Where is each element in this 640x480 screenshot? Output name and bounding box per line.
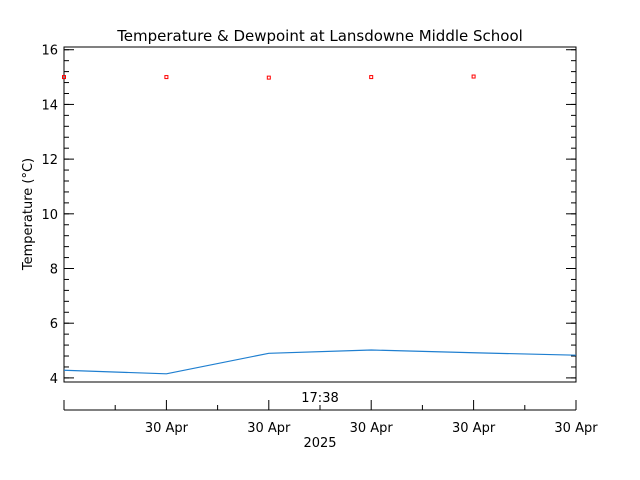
y-axis-label: Temperature (°C) <box>21 158 36 271</box>
x-tick-label: 30 Apr <box>350 421 394 436</box>
x-tick-label: 30 Apr <box>554 421 598 436</box>
y-tick-label: 12 <box>41 153 58 168</box>
plot-frame <box>63 46 577 383</box>
series-0-point <box>369 75 374 80</box>
y-tick-label: 16 <box>41 44 58 59</box>
x-tick-label: 30 Apr <box>452 421 496 436</box>
series-0-point <box>62 75 66 80</box>
y-tick-label: 8 <box>50 263 58 278</box>
x-tick-label: 30 Apr <box>145 421 189 436</box>
y-tick-label: 10 <box>41 208 58 223</box>
series-0-point <box>471 74 476 79</box>
y-tick-label: 14 <box>41 98 58 113</box>
series-0-point <box>164 75 169 80</box>
series-0-point <box>266 75 271 80</box>
x-axis-label: 2025 <box>303 436 336 451</box>
y-tick-label: 4 <box>50 372 58 387</box>
chart-title: Temperature & Dewpoint at Lansdowne Midd… <box>116 27 523 45</box>
series-1-line <box>63 349 577 375</box>
y-axis: 4 6 8 10 12 14 16 <box>41 44 576 387</box>
series-layer <box>62 74 577 375</box>
x-tick-label: 30 Apr <box>247 421 291 436</box>
y-tick-label: 6 <box>50 317 58 332</box>
x-axis: 30 Apr 30 Apr 30 Apr 30 Apr 30 Apr <box>63 400 598 436</box>
time-label: 17:38 <box>301 391 338 406</box>
